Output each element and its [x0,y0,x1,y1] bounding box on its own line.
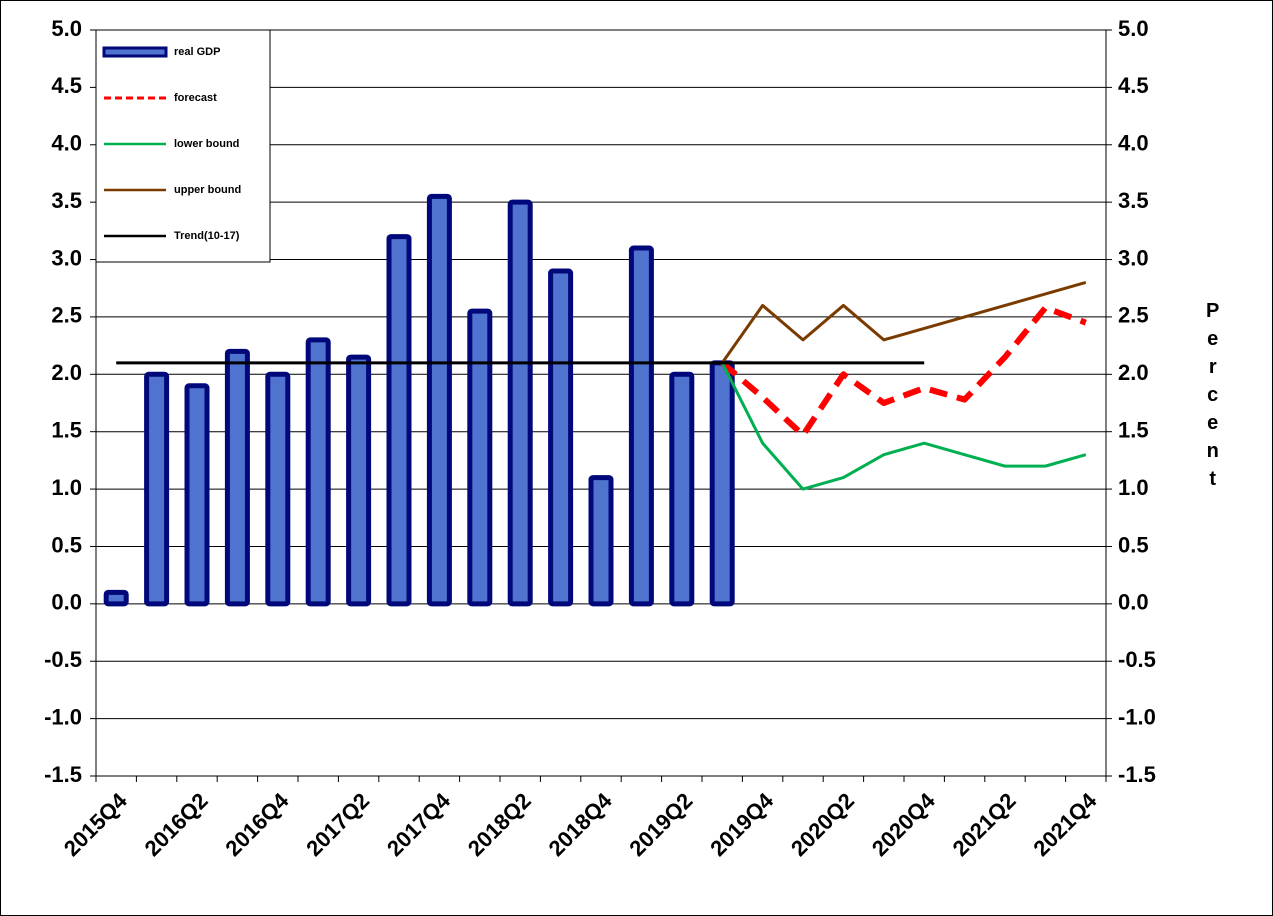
line [720,362,1087,491]
y-tick-label: 4.0 [51,131,82,156]
bar [144,371,170,607]
legend-label: upper bound [174,184,241,196]
line [720,281,1087,364]
legend-label: forecast [174,92,217,104]
y-tick-label: 3.5 [51,188,82,213]
bar [467,308,493,607]
bar [548,268,574,607]
y-tick-label: 1.5 [51,418,82,443]
legend-label: Trend(10-17) [174,230,240,242]
bar [507,199,533,607]
bar [709,360,735,607]
bar [184,383,210,607]
y-tick-label: 5.0 [51,16,82,41]
y-tick-label: 2.5 [51,303,82,328]
y2-tick-label: 3.0 [1118,245,1149,270]
y2-tick-label: 3.5 [1118,188,1149,213]
y-tick-label: 2.0 [51,360,82,385]
bar [305,337,331,607]
bar [628,245,654,607]
legend-box [95,29,271,263]
y-tick-label: -1.5 [44,762,82,787]
y2-axis-label: Percent [1202,300,1224,496]
y-tick-label: 0.5 [51,532,82,557]
legend-swatch [102,46,168,58]
y-tick-label: -0.5 [44,647,82,672]
y2-tick-label: 0.5 [1118,532,1149,557]
legend: real GDP forecast lower bound upper bound Tr… [95,29,271,263]
y2-tick-label: 5.0 [1118,16,1149,41]
y2-tick-label: 2.0 [1118,360,1149,385]
y-tick-label: 3.0 [51,245,82,270]
bar [386,234,412,607]
line [720,304,1087,439]
legend-label: lower bound [174,138,239,150]
y2-tick-label: 4.5 [1118,73,1149,98]
y2-tick-label: 1.0 [1118,475,1149,500]
y-tick-label: 4.5 [51,73,82,98]
bar [224,348,250,607]
bar [588,475,614,607]
bar [346,354,372,607]
y2-tick-label: 0.0 [1118,590,1149,615]
plot-area [95,29,1107,777]
y2-tick-label: 4.0 [1118,131,1149,156]
bar [426,193,452,607]
y-tick-label: 0.0 [51,590,82,615]
y2-tick-label: 1.5 [1118,418,1149,443]
y2-tick-label: 2.5 [1118,303,1149,328]
bar [103,589,129,607]
y2-tick-label: -0.5 [1118,647,1156,672]
bar [265,371,291,607]
legend-label: real GDP [174,46,220,58]
y2-tick-label: -1.0 [1118,704,1156,729]
bar [669,371,695,607]
y-tick-label: -1.0 [44,704,82,729]
y-tick-label: 1.0 [51,475,82,500]
y2-tick-label: -1.5 [1118,762,1156,787]
